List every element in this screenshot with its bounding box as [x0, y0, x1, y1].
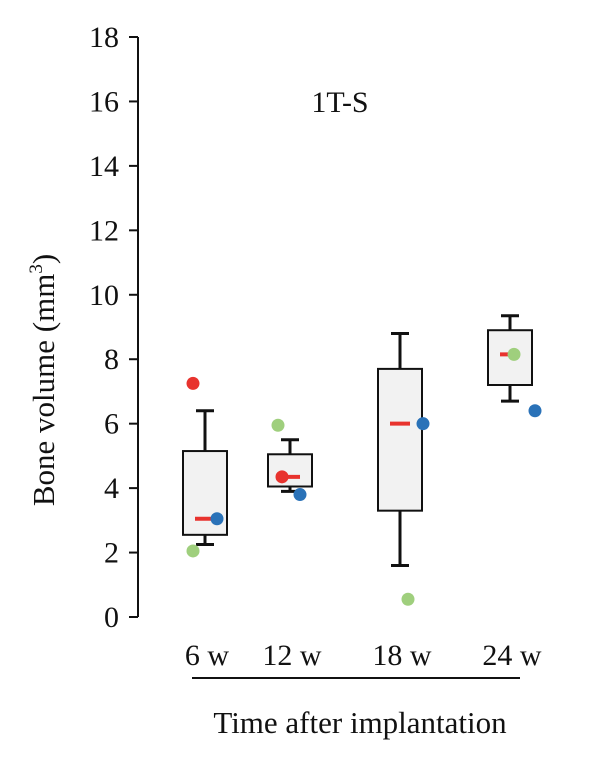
y-tick-label: 0 — [104, 601, 119, 634]
y-axis-title: Bone volume (mm3) — [26, 254, 61, 506]
red-data-point — [186, 376, 200, 390]
blue-data-point — [528, 404, 542, 418]
green-data-point — [186, 544, 200, 558]
blue-data-point — [210, 512, 224, 526]
y-tick-label: 18 — [89, 21, 119, 54]
blue-data-point — [293, 488, 307, 502]
x-axis-title: Time after implantation — [213, 705, 507, 740]
box-18w — [377, 331, 423, 567]
x-axis: 6 w 12 w 18 w 24 w — [185, 639, 542, 679]
green-data-point — [507, 347, 521, 361]
x-category-label: 12 w — [262, 639, 322, 672]
y-tick-label: 2 — [104, 537, 119, 570]
y-tick-label: 8 — [104, 343, 119, 376]
boxes — [182, 314, 533, 567]
blue-data-point — [416, 417, 430, 431]
y-axis-title-close: ) — [26, 254, 61, 264]
box-iqr — [377, 367, 423, 512]
data-points — [186, 347, 542, 606]
y-tick-label: 12 — [89, 214, 119, 247]
green-data-point — [401, 592, 415, 606]
x-category-label: 24 w — [482, 639, 542, 672]
chart-annotation: 1T-S — [311, 86, 368, 119]
green-data-point — [271, 418, 285, 432]
box-24w — [487, 314, 533, 403]
y-tick-label: 16 — [89, 85, 119, 118]
y-axis-title-superscript: 3 — [26, 264, 47, 274]
x-category-label: 18 w — [372, 639, 432, 672]
red-data-point — [275, 470, 289, 484]
y-tick-label: 10 — [89, 279, 119, 312]
box-12w — [267, 438, 313, 493]
box-iqr — [267, 453, 313, 488]
y-axis: 0 2 4 6 8 10 12 14 16 18 — [89, 21, 139, 634]
y-tick-label: 4 — [104, 472, 119, 505]
y-tick-label: 6 — [104, 408, 119, 441]
y-tick-label: 14 — [89, 150, 119, 183]
x-category-label: 6 w — [185, 639, 230, 672]
y-axis-title-main: Bone volume (mm — [26, 274, 61, 506]
box-6w — [182, 409, 228, 546]
